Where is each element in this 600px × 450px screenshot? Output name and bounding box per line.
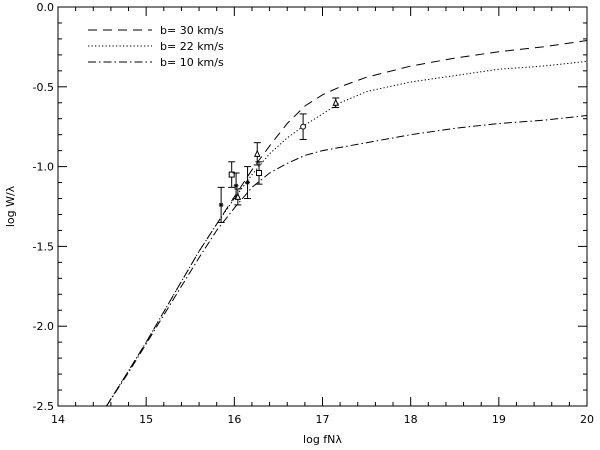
- triangle-marker: [253, 149, 261, 157]
- y-tick-label: -1.5: [33, 240, 54, 253]
- asterisk-marker: [245, 180, 250, 185]
- measurements: [217, 97, 340, 223]
- y-tick-label: -0.5: [33, 81, 54, 94]
- square-marker: [228, 171, 235, 178]
- x-tick-label: 20: [580, 413, 594, 426]
- series-line-3: [106, 115, 587, 406]
- x-tick-label: 14: [51, 413, 65, 426]
- legend-label-1: b= 30 km/s: [160, 24, 224, 37]
- data-point-8: [299, 113, 307, 140]
- x-axis-label: log fNλ: [303, 433, 342, 446]
- y-tick-label: -1.0: [33, 161, 54, 174]
- y-tick-label: -2.5: [33, 400, 54, 413]
- asterisk-marker: [233, 183, 239, 189]
- data-point-9: [332, 97, 340, 109]
- triangle-marker: [332, 98, 340, 106]
- data-point-4: [234, 188, 242, 206]
- data-point-7: [255, 161, 263, 185]
- x-tick-label: 16: [227, 413, 241, 426]
- circle-marker: [300, 123, 307, 130]
- y-axis-label: log W/λ: [4, 185, 17, 227]
- legend-label-2: b= 22 km/s: [160, 40, 224, 53]
- triangle-marker: [234, 192, 242, 200]
- legend: b= 30 km/s b= 22 km/s b= 10 km/s: [88, 24, 224, 69]
- curves: [106, 40, 587, 406]
- plot-frame: [57, 6, 588, 407]
- x-tick-label: 15: [139, 413, 153, 426]
- square-marker: [256, 169, 263, 176]
- y-tick-label: -2.0: [33, 320, 54, 333]
- x-tick-label: 19: [492, 413, 506, 426]
- x-tick-label: 18: [404, 413, 418, 426]
- data-point-2: [228, 161, 236, 188]
- series-line-1: [106, 40, 587, 406]
- asterisk-marker: [218, 202, 224, 208]
- data-point-1: [217, 186, 225, 223]
- legend-label-3: b= 10 km/s: [160, 56, 224, 69]
- y-tick-label: 0.0: [37, 1, 55, 14]
- data-point-5: [244, 166, 252, 200]
- x-tick-label: 17: [316, 413, 330, 426]
- series-line-2: [106, 60, 587, 406]
- data-point-6: [253, 142, 261, 166]
